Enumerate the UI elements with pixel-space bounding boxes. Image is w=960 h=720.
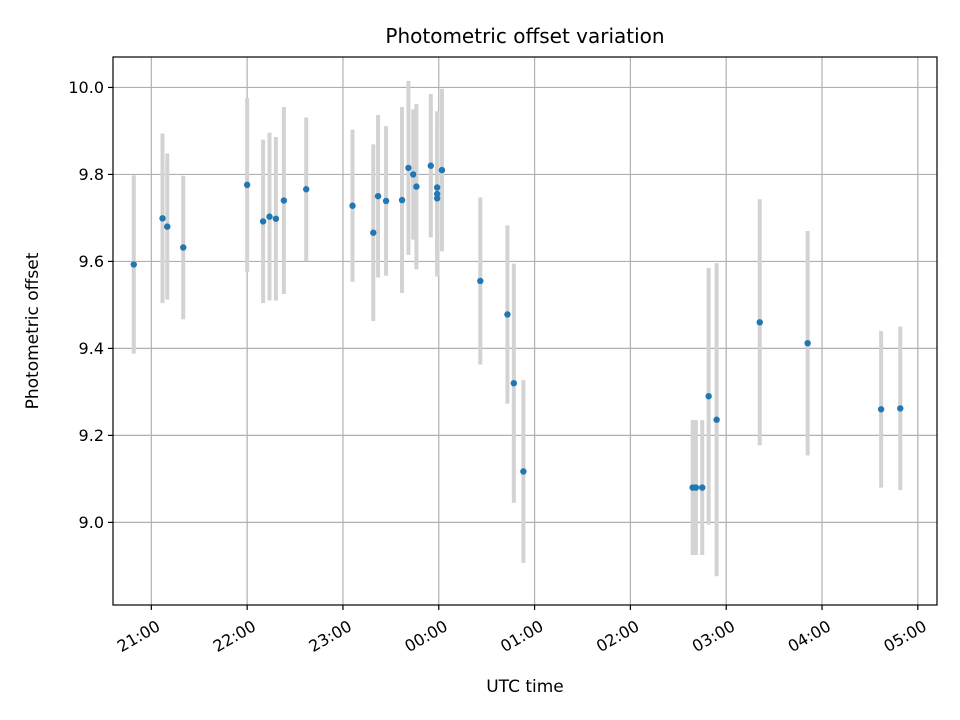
data-point	[259, 218, 267, 225]
data-point	[398, 196, 406, 204]
data-point	[243, 181, 251, 189]
data-point	[433, 190, 441, 198]
data-point	[897, 405, 904, 412]
data-point	[699, 484, 706, 491]
plot-frame	[112, 56, 938, 606]
data-point	[705, 393, 712, 400]
data-point	[180, 244, 187, 251]
y-axis-label: Photometric offset	[23, 252, 43, 409]
data-point	[713, 416, 720, 423]
data-point	[280, 197, 288, 204]
data-point	[804, 339, 811, 347]
data-point	[159, 215, 166, 222]
data-point	[410, 171, 417, 178]
data-point	[413, 183, 420, 190]
data-point	[477, 277, 484, 285]
y-tick-label: 9.2	[79, 426, 104, 445]
data-point	[374, 192, 382, 200]
data-points	[130, 162, 904, 491]
data-point	[877, 406, 885, 413]
data-point	[692, 484, 700, 491]
data-point	[382, 197, 390, 205]
data-point	[266, 213, 273, 220]
data-point	[438, 166, 446, 174]
data-point	[349, 202, 356, 209]
data-point	[520, 468, 527, 475]
data-point	[370, 229, 377, 236]
x-axis-label: UTC time	[486, 677, 564, 697]
data-point	[756, 319, 763, 326]
y-axis-ticks: 9.0 9.2 9.4 9.6 9.8 10.0	[68, 78, 113, 532]
data-point	[427, 162, 434, 169]
y-tick-label: 9.6	[79, 252, 104, 271]
data-point	[510, 379, 518, 387]
data-point	[130, 261, 137, 268]
data-point	[272, 215, 280, 222]
y-tick-label: 9.4	[79, 339, 104, 358]
data-point	[504, 311, 511, 318]
data-point	[164, 223, 171, 230]
y-tick-label: 9.0	[79, 513, 104, 532]
data-point	[433, 184, 441, 191]
data-point	[405, 164, 412, 172]
y-tick-label: 9.8	[79, 165, 104, 184]
data-point	[303, 186, 310, 193]
chart-title: Photometric offset variation	[385, 24, 664, 48]
y-tick-label: 10.0	[68, 78, 104, 97]
